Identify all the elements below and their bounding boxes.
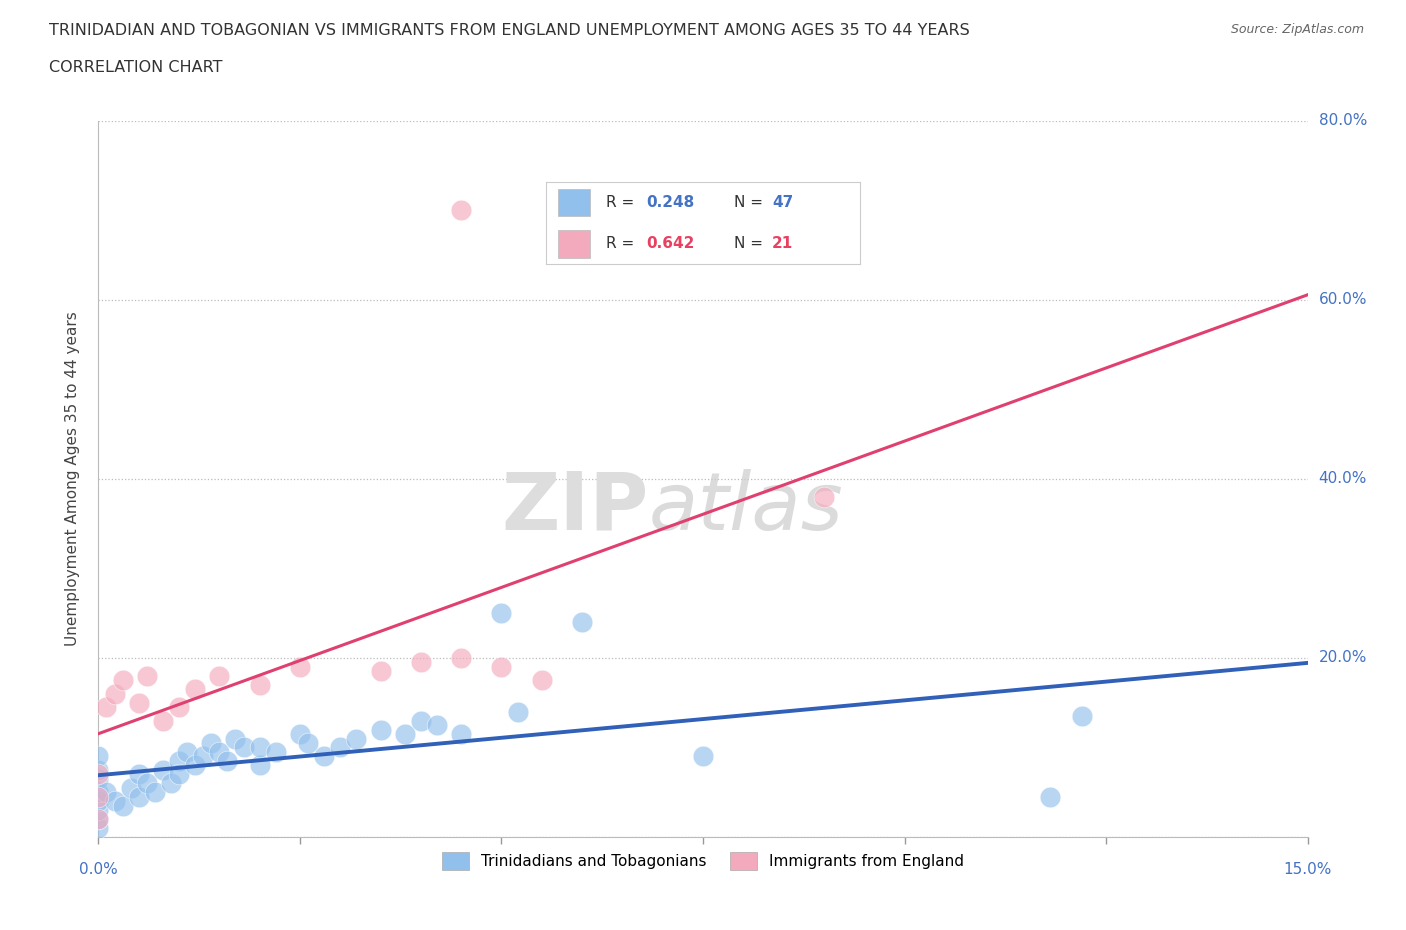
Point <box>143 785 166 800</box>
Point <box>249 677 271 692</box>
Point <box>409 655 432 670</box>
Point <box>264 745 287 760</box>
Point <box>394 726 416 741</box>
Point <box>193 749 215 764</box>
Point <box>87 785 110 800</box>
Point <box>128 790 150 804</box>
Point <box>314 749 336 764</box>
Point <box>103 686 125 701</box>
Point <box>87 794 110 809</box>
Point <box>167 753 190 768</box>
Text: 20.0%: 20.0% <box>1319 650 1367 666</box>
Point <box>184 758 207 773</box>
Point <box>249 758 271 773</box>
Point <box>450 726 472 741</box>
Point <box>87 790 110 804</box>
Point <box>297 736 319 751</box>
Point <box>96 785 118 800</box>
Point <box>87 749 110 764</box>
Text: 15.0%: 15.0% <box>1284 862 1331 877</box>
Point <box>530 673 553 688</box>
Point <box>571 615 593 630</box>
Point <box>813 489 835 504</box>
Point <box>208 745 231 760</box>
Point <box>200 736 222 751</box>
Point <box>103 794 125 809</box>
Point <box>167 767 190 782</box>
Point <box>232 740 254 755</box>
Point <box>176 745 198 760</box>
Point <box>450 651 472 666</box>
Point <box>224 731 246 746</box>
Point <box>692 749 714 764</box>
Point <box>135 669 157 684</box>
Legend: Trinidadians and Tobagonians, Immigrants from England: Trinidadians and Tobagonians, Immigrants… <box>436 846 970 876</box>
Text: 40.0%: 40.0% <box>1319 472 1367 486</box>
Point <box>87 763 110 777</box>
Text: ZIP: ZIP <box>502 469 648 547</box>
Point <box>111 798 134 813</box>
Text: 60.0%: 60.0% <box>1319 292 1367 308</box>
Point <box>491 659 513 674</box>
Text: atlas: atlas <box>648 469 844 547</box>
Point <box>135 776 157 790</box>
Point <box>128 696 150 711</box>
Point <box>409 713 432 728</box>
Point <box>87 803 110 817</box>
Text: Source: ZipAtlas.com: Source: ZipAtlas.com <box>1230 23 1364 36</box>
Point <box>152 763 174 777</box>
Point <box>128 767 150 782</box>
Y-axis label: Unemployment Among Ages 35 to 44 years: Unemployment Among Ages 35 to 44 years <box>65 312 80 646</box>
Point <box>370 722 392 737</box>
Point <box>506 704 529 719</box>
Point <box>217 753 239 768</box>
Point <box>450 203 472 218</box>
Point <box>184 682 207 697</box>
Point <box>160 776 183 790</box>
Point <box>426 718 449 733</box>
Point <box>1070 709 1092 724</box>
Point <box>87 812 110 827</box>
Point <box>249 740 271 755</box>
Point <box>329 740 352 755</box>
Point <box>87 767 110 782</box>
Point <box>288 726 311 741</box>
Text: TRINIDADIAN AND TOBAGONIAN VS IMMIGRANTS FROM ENGLAND UNEMPLOYMENT AMONG AGES 35: TRINIDADIAN AND TOBAGONIAN VS IMMIGRANTS… <box>49 23 970 38</box>
Point <box>344 731 367 746</box>
Point <box>87 820 110 835</box>
Text: CORRELATION CHART: CORRELATION CHART <box>49 60 222 75</box>
Point <box>167 699 190 714</box>
Point <box>120 780 142 795</box>
Point <box>87 771 110 786</box>
Point <box>152 713 174 728</box>
Point <box>87 812 110 827</box>
Point <box>491 605 513 620</box>
Point <box>370 664 392 679</box>
Point <box>208 669 231 684</box>
Text: 0.0%: 0.0% <box>79 862 118 877</box>
Point <box>111 673 134 688</box>
Point <box>288 659 311 674</box>
Text: 80.0%: 80.0% <box>1319 113 1367 128</box>
Point <box>96 699 118 714</box>
Point <box>1039 790 1062 804</box>
